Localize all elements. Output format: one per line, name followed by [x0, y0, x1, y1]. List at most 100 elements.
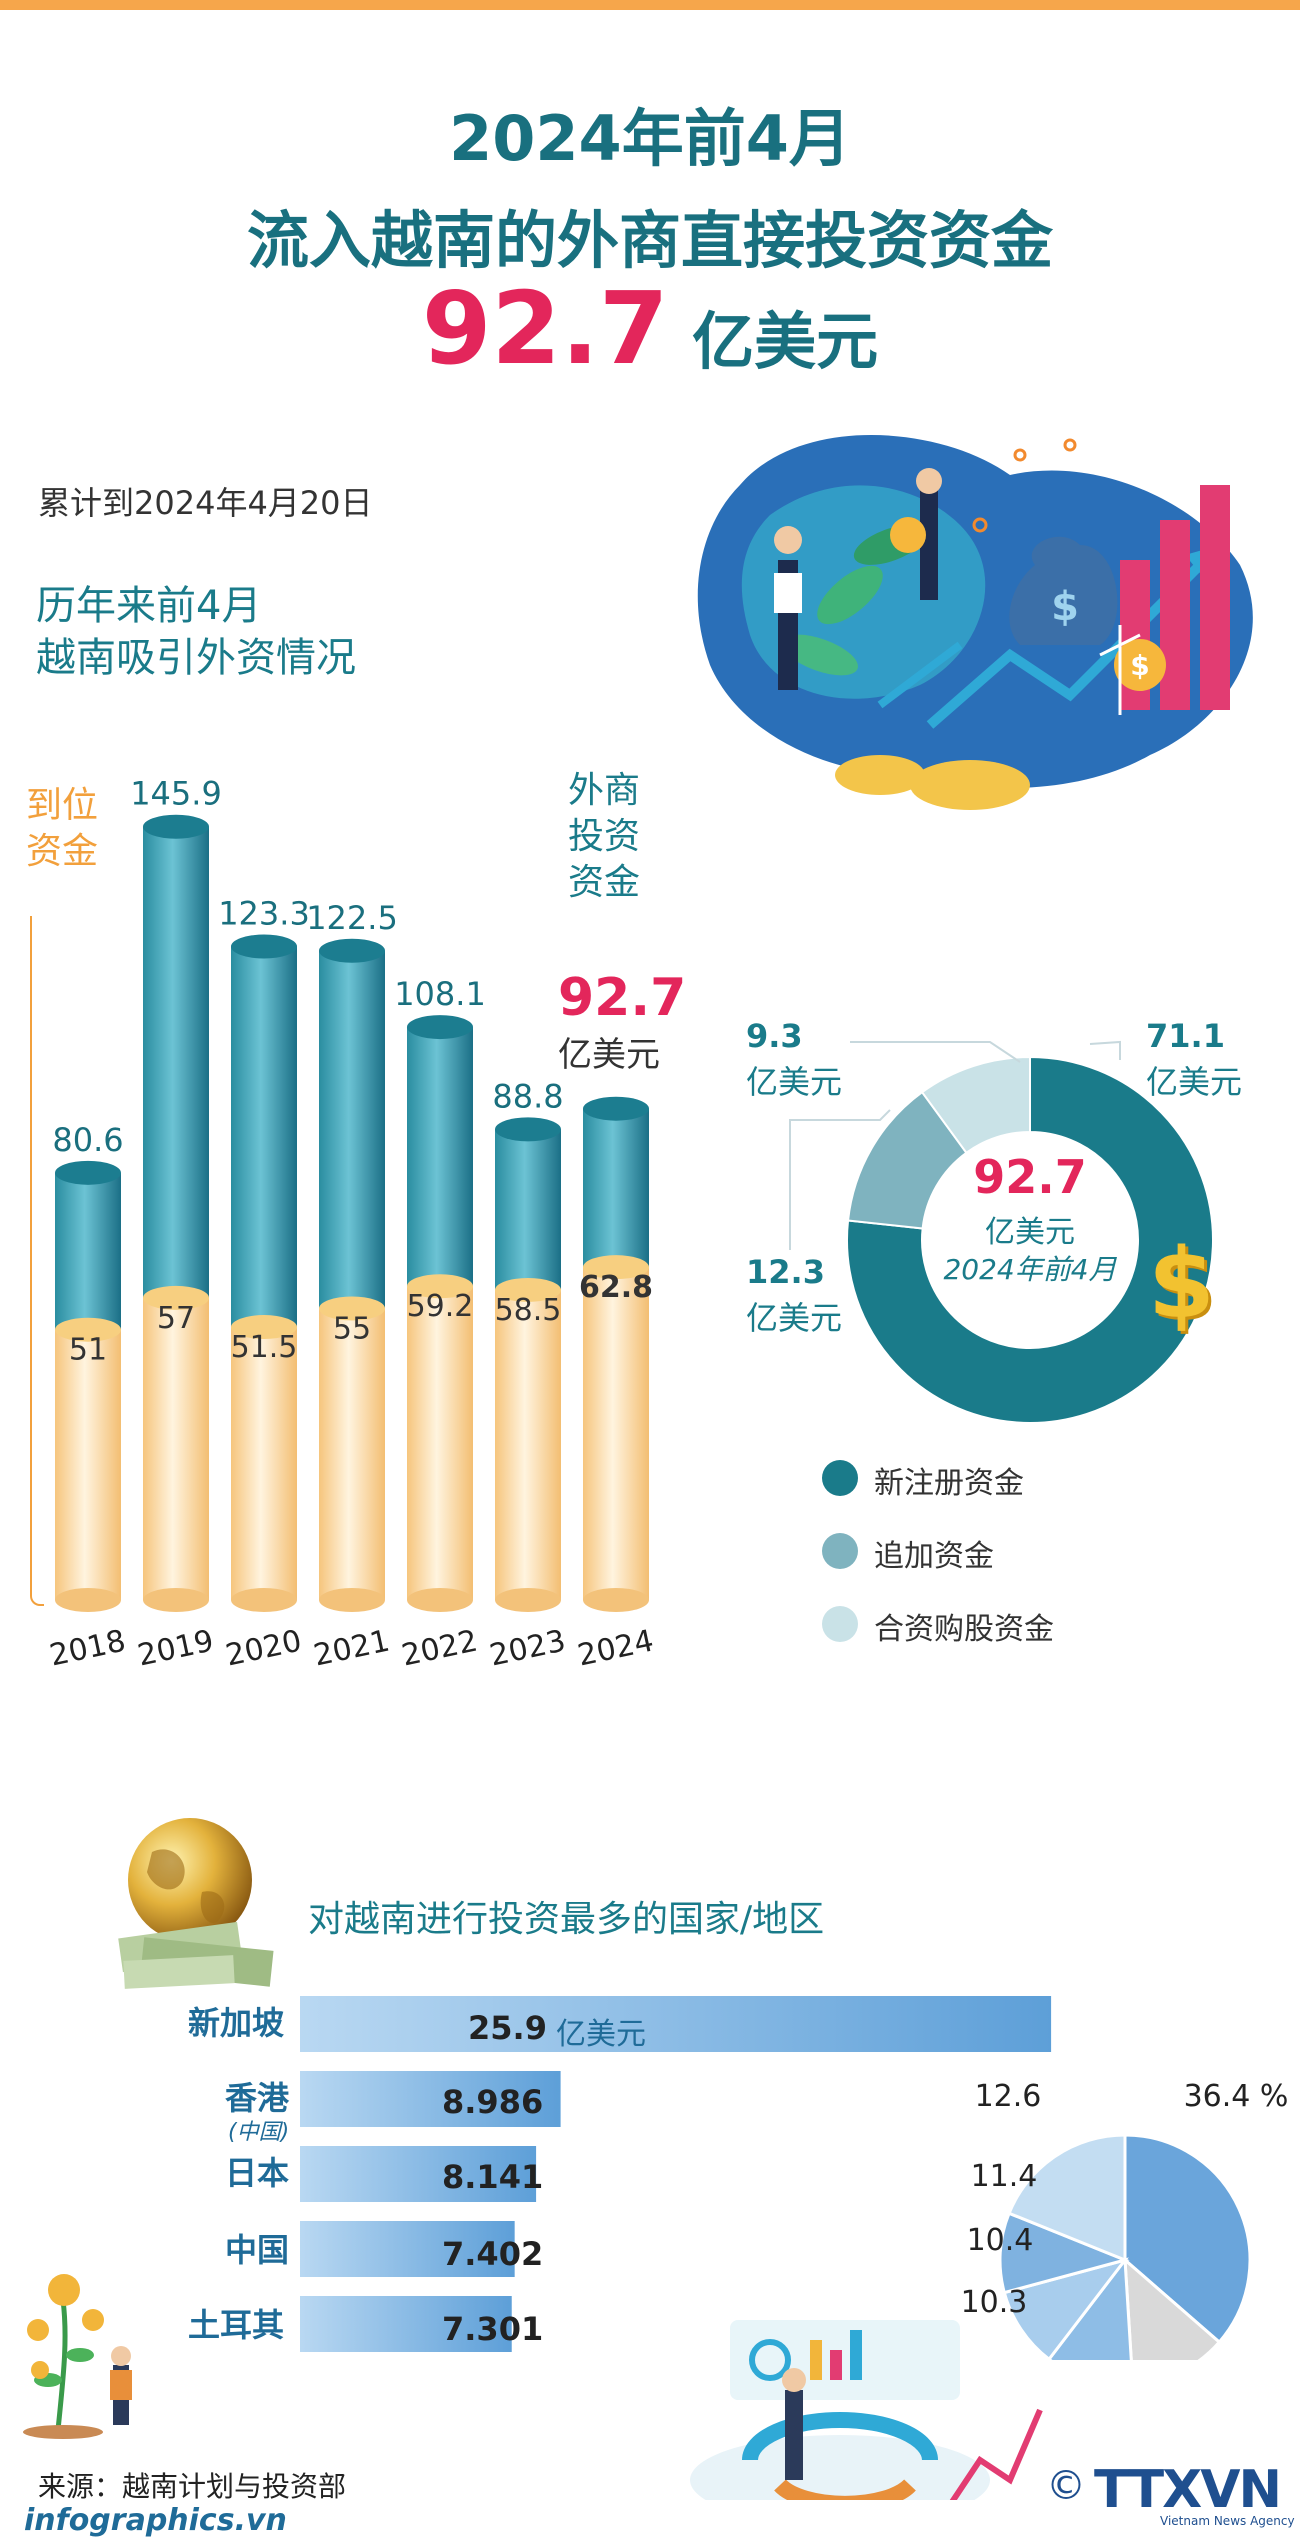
bar-base-2021	[319, 1588, 385, 1612]
value-disbursed-2018: 51	[69, 1333, 107, 1368]
bar-disbursed-2021	[319, 1308, 385, 1600]
country-name-china: 中国	[225, 2231, 290, 2269]
bar-disbursed-2024	[583, 1267, 649, 1600]
country-sub-hongkong: (中国)	[228, 2120, 290, 2145]
country-bar-chart	[300, 1996, 1052, 2352]
value-registered-2020: 123.3	[218, 895, 310, 933]
country-value-china: 7.402	[442, 2235, 544, 2273]
legend-label-share: 合资购股资金	[874, 1612, 1054, 1647]
callout-line-share	[850, 1041, 1021, 1063]
dollar-icon: $	[1148, 1228, 1215, 1340]
headline-unit: 亿美元	[692, 305, 879, 378]
capital-donut-chart	[789, 1040, 1214, 1424]
country-bar-2	[300, 2146, 537, 2202]
country-share-pie: 36.4 % 12.6 11.4 10.4 10.3	[961, 2079, 1289, 2360]
country-unit-label: 亿美元	[556, 2017, 646, 2052]
value-disbursed-2024: 62.8	[579, 1270, 653, 1305]
title-line-2: 流入越南的外商直接投资资金	[246, 204, 1053, 277]
investment-illustration: $ $	[697, 435, 1253, 810]
money-plant-icon	[23, 2274, 132, 2439]
donut-center-period: 2024年前4月	[943, 1253, 1117, 1286]
callout-line-additional	[789, 1109, 891, 1250]
value-registered-2021: 122.5	[306, 899, 398, 937]
bar-registered-cap-2019	[143, 814, 209, 839]
headline: 92.7 亿美元	[0, 270, 1300, 387]
year-label-2019: 2019	[135, 1623, 217, 1673]
bar-disbursed-cap-2022	[407, 1274, 473, 1299]
donut-center-unit: 亿美元	[985, 1215, 1075, 1250]
as-of-date: 累计到2024年4月20日	[38, 484, 373, 522]
year-label-2024: 2024	[575, 1623, 657, 1673]
svg-text:$: $	[1130, 649, 1149, 682]
bar-disbursed-cap-2021	[319, 1296, 385, 1321]
pie-label-2: 11.4	[971, 2159, 1038, 2194]
country-bar-3	[300, 2221, 515, 2277]
bar-disbursed-cap-2018	[55, 1317, 121, 1342]
legend-dot-new	[822, 1460, 858, 1496]
value-registered-2022: 108.1	[394, 975, 486, 1013]
bar-disbursed-cap-2020	[231, 1315, 297, 1340]
bar-section-title-2: 越南吸引外资情况	[36, 635, 356, 681]
value-disbursed-2019: 57	[157, 1301, 195, 1336]
title-line-1: 2024年前4月	[449, 102, 851, 175]
year-label-2022: 2022	[399, 1623, 481, 1673]
pie-slice-4	[998, 2211, 1130, 2295]
bar-section-title-1: 历年来前4月	[36, 583, 262, 629]
country-value-singapore: 25.9	[468, 2009, 547, 2047]
pie-label-4: 10.3	[961, 2285, 1028, 2320]
year-label-2018: 2018	[47, 1623, 129, 1673]
pie-label-1: 12.6	[975, 2079, 1042, 2114]
source-text: 来源：越南计划与投资部	[38, 2470, 347, 2503]
callout-2-value: 12.3	[746, 1253, 825, 1291]
value-registered-2023: 88.8	[492, 1077, 563, 1115]
pie-slice-5	[1007, 2133, 1127, 2263]
country-value-turkey: 7.301	[442, 2310, 544, 2348]
callout-3-value: 9.3	[746, 1017, 803, 1055]
pie-label-0: 36.4 %	[1184, 2079, 1289, 2114]
legend-dot-share	[822, 1606, 858, 1642]
legend-label-new: 新注册资金	[874, 1466, 1024, 1501]
legend-label-additional: 追加资金	[874, 1539, 994, 1574]
bar-disbursed-2018	[55, 1329, 121, 1600]
ttxvn-logo: TTXVN	[1094, 2460, 1282, 2520]
bar-base-2022	[407, 1588, 473, 1612]
bar-registered-cap-2024	[583, 1096, 649, 1121]
callout-1-unit: 亿美元	[1146, 1063, 1243, 1101]
bar-base-2023	[495, 1588, 561, 1612]
callout-2-unit: 亿美元	[746, 1299, 843, 1337]
label-registered: 外商 投资 资金	[568, 770, 641, 903]
country-section-title: 对越南进行投资最多的国家/地区	[308, 1899, 825, 1940]
country-name-singapore: 新加坡	[188, 2004, 285, 2042]
value-registered-2019: 145.9	[130, 775, 222, 813]
bar-disbursed-cap-2019	[143, 1285, 209, 1310]
highlight-value: 92.7	[558, 968, 687, 1028]
year-label-2020: 2020	[223, 1623, 305, 1673]
pie-slice-0	[1123, 2133, 1252, 2345]
footer-bar	[0, 2500, 1300, 2548]
value-disbursed-2021: 55	[333, 1312, 371, 1347]
country-name-hongkong: 香港	[225, 2079, 290, 2117]
legend-dot-additional	[822, 1533, 858, 1569]
bar-disbursed-cap-2023	[495, 1277, 561, 1302]
country-name-japan: 日本	[225, 2154, 290, 2192]
bar-disbursed-2020	[231, 1327, 297, 1600]
site-link[interactable]: infographics.vn	[24, 2503, 287, 2538]
pie-slice-1	[1123, 2256, 1222, 2360]
bar-registered-cap-2018	[55, 1160, 121, 1185]
donut-center-value: 92.7	[973, 1150, 1087, 1204]
country-value-hongkong: 8.986	[442, 2083, 544, 2121]
value-disbursed-2022: 59.2	[407, 1289, 474, 1324]
value-disbursed-2020: 51.5	[231, 1330, 298, 1365]
year-label-2021: 2021	[311, 1623, 393, 1673]
ttxvn-logo-sub: Vietnam News Agency	[1160, 2514, 1295, 2528]
bar-registered-cap-2021	[319, 938, 385, 963]
callout-1-value: 71.1	[1146, 1017, 1225, 1055]
country-bar-4	[300, 2296, 512, 2352]
callout-line-new	[1089, 1040, 1121, 1060]
fdi-cylinder-chart: 80.6 51 2018 145.9 57 2019 123.3 51.5 2020 122.5 5…	[47, 775, 657, 1674]
bar-base-2020	[231, 1588, 297, 1612]
globe-money-icon	[118, 1818, 274, 1989]
disbursed-bracket	[30, 916, 44, 1606]
callout-3-unit: 亿美元	[746, 1063, 843, 1101]
